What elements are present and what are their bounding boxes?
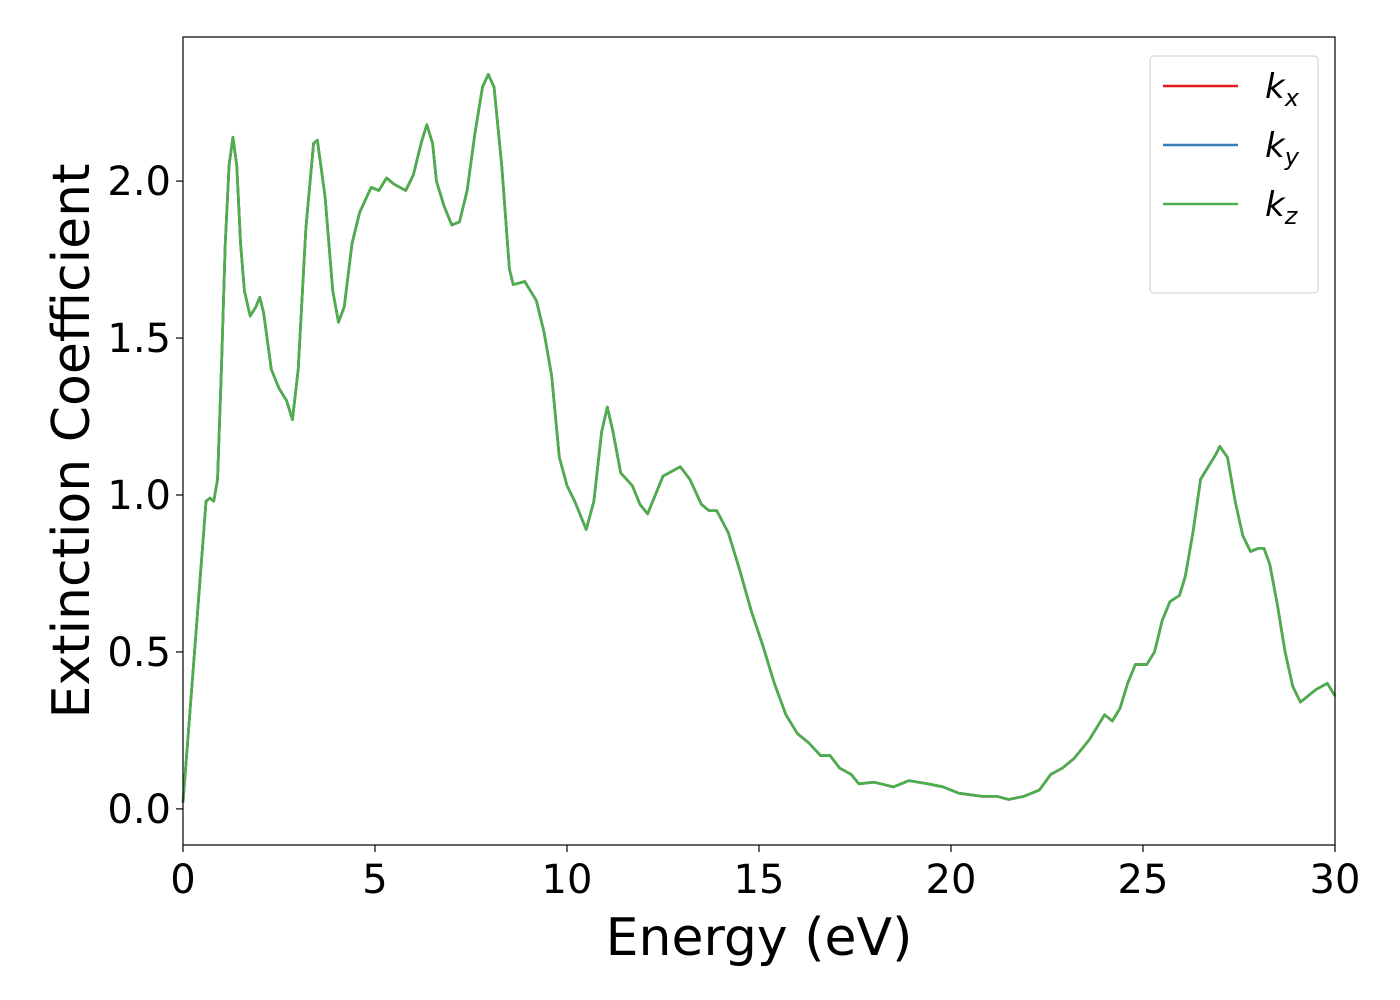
- x-tick-label: 30: [1310, 857, 1361, 903]
- y-axis-label: Extinction Coefficient: [42, 164, 102, 719]
- x-tick-label: 15: [734, 857, 785, 903]
- legend-label: kx: [1265, 67, 1300, 112]
- x-tick-label: 5: [362, 857, 387, 903]
- legend-label: ky: [1265, 126, 1300, 171]
- x-tick-label: 0: [170, 857, 195, 903]
- y-tick-label: 1.0: [107, 473, 171, 519]
- legend-label: kz: [1265, 185, 1299, 230]
- plot-frame: [182, 36, 1336, 846]
- x-tick-label: 25: [1118, 857, 1169, 903]
- y-tick-label: 0.5: [107, 630, 171, 676]
- x-axis-label: Energy (eV): [606, 908, 913, 968]
- series-line: [181, 73, 1337, 803]
- x-tick-label: 10: [542, 857, 593, 903]
- y-tick-label: 0.0: [107, 787, 171, 833]
- legend-box: [1149, 55, 1319, 294]
- y-tick-label: 1.5: [107, 316, 171, 362]
- y-tick-label: 2.0: [107, 159, 171, 205]
- x-tick-label: 20: [926, 857, 977, 903]
